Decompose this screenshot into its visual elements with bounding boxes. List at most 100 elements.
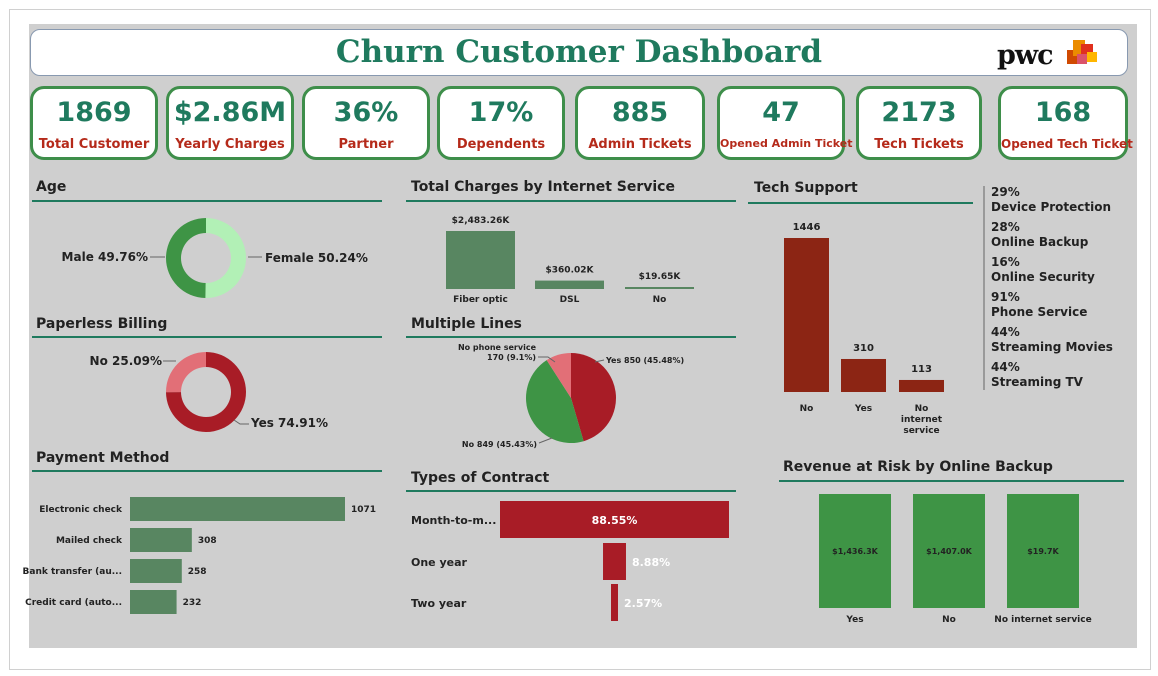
kpi-label: Admin Tickets bbox=[588, 137, 692, 152]
tech-support-category-label: No bbox=[915, 404, 929, 414]
pwc-logo: pwc bbox=[997, 40, 1054, 71]
service-item-online-backup: 28% Online Backup bbox=[991, 220, 1088, 250]
kpi-card-yearly-charges: $2.86M Yearly Charges bbox=[166, 86, 294, 160]
service-pct: 44% bbox=[991, 360, 1020, 374]
charges-section-title: Total Charges by Internet Service bbox=[411, 179, 675, 195]
payment-section-title: Payment Method bbox=[36, 450, 170, 466]
service-name: Streaming TV bbox=[991, 375, 1083, 389]
payment-category-label: Credit card (auto... bbox=[25, 598, 122, 608]
revenue-value-label: $19.7K bbox=[1027, 547, 1059, 556]
contract-category-label: Month-to-m... bbox=[411, 514, 496, 527]
kpi-label: Yearly Charges bbox=[175, 137, 285, 152]
tech-support-bar bbox=[841, 358, 886, 392]
revenue-category-label: No bbox=[942, 615, 956, 625]
age-section-title: Age bbox=[36, 179, 67, 195]
service-pct: 29% bbox=[991, 185, 1020, 199]
payment-value-label: 232 bbox=[183, 598, 202, 608]
service-item-phone-service: 91% Phone Service bbox=[991, 290, 1087, 320]
section-divider bbox=[406, 490, 736, 492]
tech-support-section-title: Tech Support bbox=[754, 180, 858, 196]
contract-bar bbox=[500, 501, 729, 538]
multiple-lines-slice bbox=[546, 353, 571, 398]
leader-line bbox=[594, 359, 605, 363]
multiple-lines-no-label: No 849 (45.43%) bbox=[462, 440, 537, 449]
charges-category-label: No bbox=[653, 295, 667, 305]
section-divider bbox=[406, 336, 736, 338]
service-pct: 16% bbox=[991, 255, 1020, 269]
kpi-card-opened-tech-ticket: 168 Opened Tech Ticket bbox=[998, 86, 1133, 160]
kpi-value: 2173 bbox=[881, 97, 957, 128]
paperless-no-slice bbox=[166, 352, 206, 393]
services-divider bbox=[983, 186, 985, 390]
leader-line bbox=[538, 437, 553, 444]
multiple-lines-nophone-value: 170 (9.1%) bbox=[487, 353, 536, 362]
tech-support-category-label: No bbox=[800, 404, 814, 414]
kpi-value: 17% bbox=[468, 97, 534, 128]
payment-bar bbox=[130, 559, 182, 583]
charges-category-label: Fiber optic bbox=[453, 295, 508, 305]
contract-category-label: One year bbox=[411, 556, 468, 569]
kpi-label: Partner bbox=[338, 137, 394, 152]
payment-value-label: 1071 bbox=[351, 505, 376, 515]
kpi-label: Total Customer bbox=[38, 137, 150, 152]
service-name: Device Protection bbox=[991, 200, 1112, 214]
multiple-lines-yes-label: Yes 850 (45.48%) bbox=[605, 356, 684, 365]
age-female-label: Female 50.24% bbox=[265, 251, 368, 265]
charges-value-label: $2,483.26K bbox=[452, 216, 511, 226]
pwc-logo-icon bbox=[1067, 40, 1097, 64]
revenue-bar bbox=[1007, 494, 1079, 608]
charges-category-label: DSL bbox=[560, 295, 580, 305]
kpi-value: $2.86M bbox=[173, 97, 287, 128]
service-item-streaming-movies: 44% Streaming Movies bbox=[991, 325, 1113, 355]
kpi-label: Opened Admin Ticket bbox=[720, 137, 853, 150]
charges-bar bbox=[535, 280, 604, 289]
section-divider bbox=[406, 200, 736, 202]
title-bar: Churn Customer Dashboard pwc bbox=[30, 29, 1128, 76]
tech-support-bar bbox=[784, 238, 829, 392]
service-pct: 91% bbox=[991, 290, 1020, 304]
paperless-yes-slice bbox=[166, 352, 246, 432]
revenue-category-label: No internet service bbox=[994, 615, 1091, 625]
tech-support-value-label: 1446 bbox=[793, 222, 821, 233]
charges-bar bbox=[446, 231, 515, 289]
kpi-card-total-customer: 1869 Total Customer bbox=[30, 86, 158, 160]
tech-support-value-label: 310 bbox=[853, 343, 874, 354]
revenue-section-title: Revenue at Risk by Online Backup bbox=[783, 459, 1053, 475]
kpi-label: Tech Tickets bbox=[874, 137, 964, 152]
kpi-value: 1869 bbox=[56, 97, 132, 128]
payment-bar bbox=[130, 497, 345, 521]
tech-support-value-label: 113 bbox=[911, 364, 932, 375]
payment-bar bbox=[130, 590, 177, 614]
multiple-lines-section-title: Multiple Lines bbox=[411, 316, 522, 332]
tech-support-category-label: internet bbox=[901, 415, 943, 425]
service-item-device-protection: 29% Device Protection bbox=[991, 185, 1111, 215]
kpi-card-admin-tickets: 885 Admin Tickets bbox=[575, 86, 705, 160]
contract-value-label: 8.88% bbox=[632, 556, 670, 569]
payment-value-label: 258 bbox=[188, 567, 207, 577]
tech-support-category-label: Yes bbox=[854, 404, 872, 414]
service-name: Online Security bbox=[991, 270, 1095, 284]
contract-value-label: 2.57% bbox=[624, 597, 662, 610]
service-pct: 28% bbox=[991, 220, 1020, 234]
payment-value-label: 308 bbox=[198, 536, 217, 546]
kpi-value: 36% bbox=[333, 97, 399, 128]
section-divider bbox=[32, 200, 382, 202]
contract-category-label: Two year bbox=[411, 597, 467, 610]
revenue-category-label: Yes bbox=[845, 615, 863, 625]
payment-category-label: Mailed check bbox=[56, 536, 123, 546]
multiple-lines-slice bbox=[525, 360, 584, 444]
contract-value-label: 88.55% bbox=[592, 514, 638, 527]
revenue-bar bbox=[913, 494, 985, 608]
kpi-value: 168 bbox=[1034, 97, 1092, 128]
service-name: Online Backup bbox=[991, 235, 1089, 249]
tech-support-category-label: service bbox=[903, 426, 939, 436]
charges-value-label: $360.02K bbox=[546, 266, 595, 276]
revenue-bar bbox=[819, 494, 891, 608]
kpi-card-dependents: 17% Dependents bbox=[437, 86, 565, 160]
age-male-label: Male 49.76% bbox=[62, 250, 148, 264]
section-divider bbox=[32, 336, 382, 338]
charges-bar bbox=[625, 287, 694, 289]
kpi-label: Opened Tech Ticket bbox=[1001, 137, 1133, 151]
kpi-label: Dependents bbox=[456, 137, 546, 152]
